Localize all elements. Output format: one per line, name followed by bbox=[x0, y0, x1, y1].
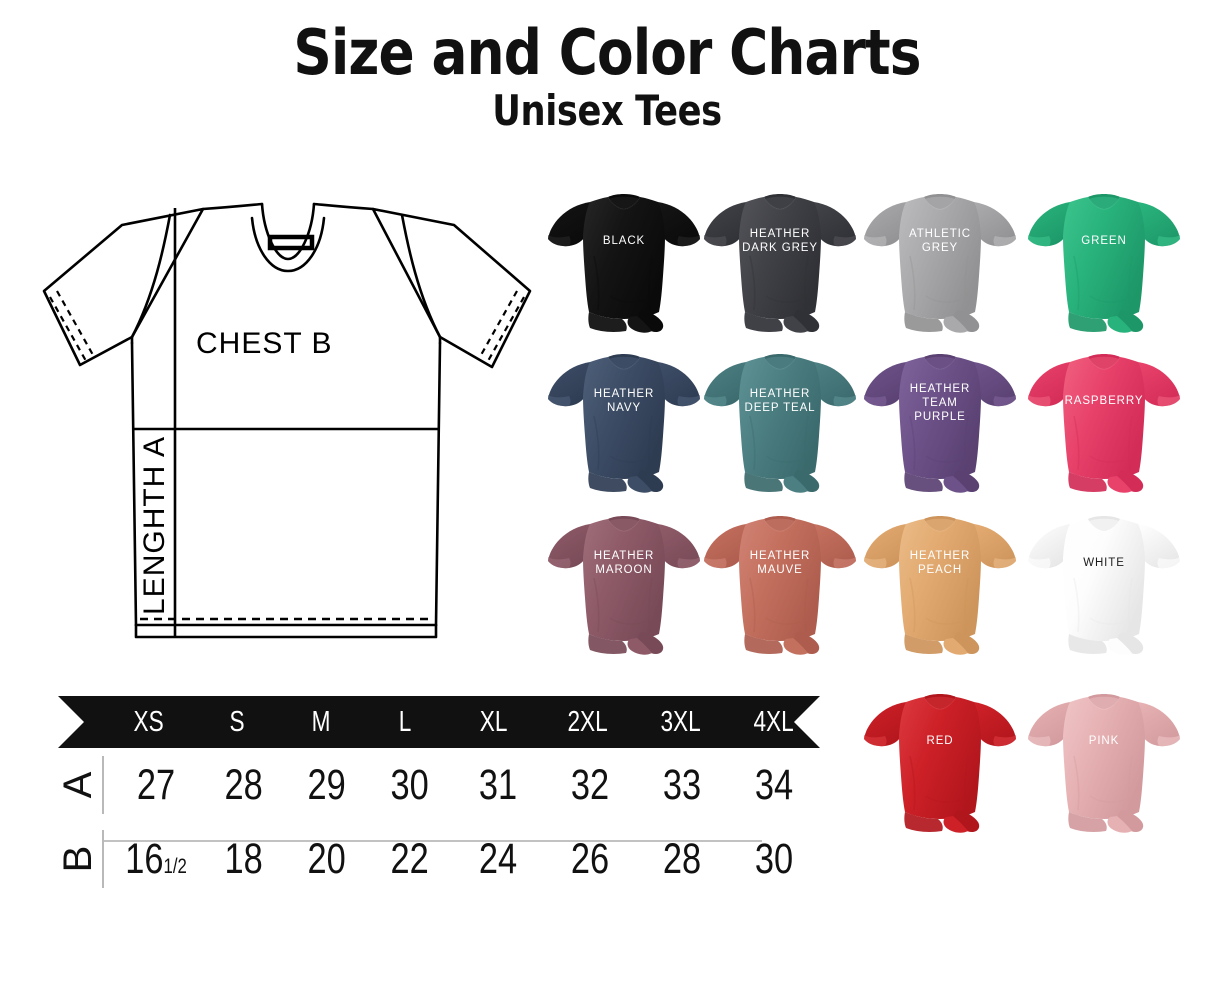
size-header-s: S bbox=[229, 705, 245, 738]
color-swatch-white[interactable]: WHITE bbox=[1018, 508, 1190, 668]
cell-a-xl: 31 bbox=[461, 761, 535, 810]
color-swatch-heather-peach[interactable]: HEATHER PEACH bbox=[854, 508, 1026, 668]
color-swatch-green[interactable]: GREEN bbox=[1018, 186, 1190, 346]
color-swatch-pink[interactable]: PINK bbox=[1018, 686, 1190, 846]
cell-a-l: 30 bbox=[377, 761, 444, 810]
tshirt-icon: HEATHER TEAM PURPLE bbox=[854, 346, 1026, 506]
color-swatch-heather-team-purple[interactable]: HEATHER TEAM PURPLE bbox=[854, 346, 1026, 506]
table-row-a: A 27 28 29 30 31 32 33 34 bbox=[56, 748, 820, 822]
cell-number: 34 bbox=[754, 760, 794, 809]
cell-number: 27 bbox=[136, 760, 176, 809]
tshirt-icon: PINK bbox=[1018, 686, 1190, 846]
color-swatch-heather-dark-grey[interactable]: HEATHER DARK GREY bbox=[694, 186, 866, 346]
tshirt-icon: HEATHER MAROON bbox=[538, 508, 710, 668]
page-subtitle: Unisex Tees bbox=[492, 86, 722, 135]
tshirt-icon: HEATHER NAVY bbox=[538, 346, 710, 506]
size-header-4xl: 4XL bbox=[753, 705, 794, 738]
cell-b-l: 22 bbox=[377, 835, 444, 884]
color-swatch-heather-mauve[interactable]: HEATHER MAUVE bbox=[694, 508, 866, 668]
size-header-l: L bbox=[399, 705, 412, 738]
tshirt-icon: HEATHER MAUVE bbox=[694, 508, 866, 668]
size-header-xs: XS bbox=[133, 705, 164, 738]
rows-horizontal-divider bbox=[102, 840, 762, 842]
color-swatch-raspberry[interactable]: RASPBERRY bbox=[1018, 346, 1190, 506]
tshirt-icon: GREEN bbox=[1018, 186, 1190, 346]
tshirt-icon: HEATHER DARK GREY bbox=[694, 186, 866, 346]
cell-number: 30 bbox=[754, 834, 794, 883]
cell-b-s: 18 bbox=[210, 835, 277, 884]
table-row-b: B 161/2 18 20 22 24 26 28 30 bbox=[56, 822, 820, 896]
cell-number: 28 bbox=[224, 760, 263, 809]
cell-a-s: 28 bbox=[210, 761, 277, 810]
color-swatch-black[interactable]: BLACK bbox=[538, 186, 710, 346]
cell-a-3xl: 33 bbox=[645, 761, 719, 810]
size-header-banner: XS S M L XL 2XL 3XL 4XL bbox=[58, 696, 820, 748]
size-header-m: M bbox=[311, 705, 331, 738]
row-a-values: 27 28 29 30 31 32 33 34 bbox=[110, 748, 820, 822]
size-table: XS S M L XL 2XL 3XL 4XL A 27 28 29 30 31 32 33 34 B 16… bbox=[56, 696, 820, 906]
color-swatch-heather-navy[interactable]: HEATHER NAVY bbox=[538, 346, 710, 506]
cell-b-xl: 24 bbox=[461, 835, 535, 884]
tshirt-icon: WHITE bbox=[1018, 508, 1190, 668]
tshirt-icon: BLACK bbox=[538, 186, 710, 346]
color-swatch-athletic-grey[interactable]: ATHLETIC GREY bbox=[854, 186, 1026, 346]
tshirt-measurement-diagram: CHEST B LENGHTH A bbox=[36, 185, 536, 675]
cell-number: 24 bbox=[478, 834, 517, 883]
cell-b-4xl: 30 bbox=[737, 835, 811, 884]
tshirt-icon: HEATHER PEACH bbox=[854, 508, 1026, 668]
cell-number: 30 bbox=[390, 760, 430, 809]
tshirt-icon: RED bbox=[854, 686, 1026, 846]
cell-a-xs: 27 bbox=[119, 761, 193, 810]
cell-a-4xl: 34 bbox=[737, 761, 811, 810]
cell-number: 22 bbox=[390, 834, 430, 883]
page-title: Size and Color Charts bbox=[293, 16, 921, 89]
tshirt-icon: HEATHER DEEP TEAL bbox=[694, 346, 866, 506]
color-swatch-heather-deep-teal[interactable]: HEATHER DEEP TEAL bbox=[694, 346, 866, 506]
cell-b-3xl: 28 bbox=[645, 835, 719, 884]
size-header-2xl: 2XL bbox=[567, 705, 608, 738]
row-b-values: 161/2 18 20 22 24 26 28 30 bbox=[110, 822, 820, 896]
size-header-3xl: 3XL bbox=[660, 705, 701, 738]
cell-number: 33 bbox=[662, 760, 701, 809]
cell-number: 26 bbox=[570, 834, 609, 883]
row-a-divider bbox=[102, 756, 104, 814]
cell-number: 32 bbox=[570, 760, 609, 809]
cell-a-2xl: 32 bbox=[553, 761, 627, 810]
cell-b-xs: 161/2 bbox=[119, 835, 193, 884]
color-swatch-grid: BLACK HEATHER DARK GREY bbox=[528, 186, 1214, 886]
neck-label-tag bbox=[267, 234, 315, 251]
cell-number: 18 bbox=[224, 834, 263, 883]
cell-b-m: 20 bbox=[294, 835, 361, 884]
cell-fraction: 1/2 bbox=[163, 854, 187, 878]
cell-number: 20 bbox=[307, 834, 346, 883]
tshirt-icon: RASPBERRY bbox=[1018, 346, 1190, 506]
chest-label: CHEST B bbox=[196, 327, 332, 360]
size-header-xl: XL bbox=[480, 705, 508, 738]
cell-number: 31 bbox=[478, 760, 517, 809]
cell-number: 16 bbox=[125, 834, 164, 883]
color-swatch-red[interactable]: RED bbox=[854, 686, 1026, 846]
cell-a-m: 29 bbox=[294, 761, 361, 810]
color-swatch-heather-maroon[interactable]: HEATHER MAROON bbox=[538, 508, 710, 668]
tshirt-icon: ATHLETIC GREY bbox=[854, 186, 1026, 346]
cell-number: 28 bbox=[662, 834, 701, 883]
row-b-divider bbox=[102, 830, 104, 888]
cell-b-2xl: 26 bbox=[553, 835, 627, 884]
cell-number: 29 bbox=[307, 760, 346, 809]
size-header-labels: XS S M L XL 2XL 3XL 4XL bbox=[58, 696, 820, 748]
length-label: LENGHTH A bbox=[138, 436, 171, 615]
